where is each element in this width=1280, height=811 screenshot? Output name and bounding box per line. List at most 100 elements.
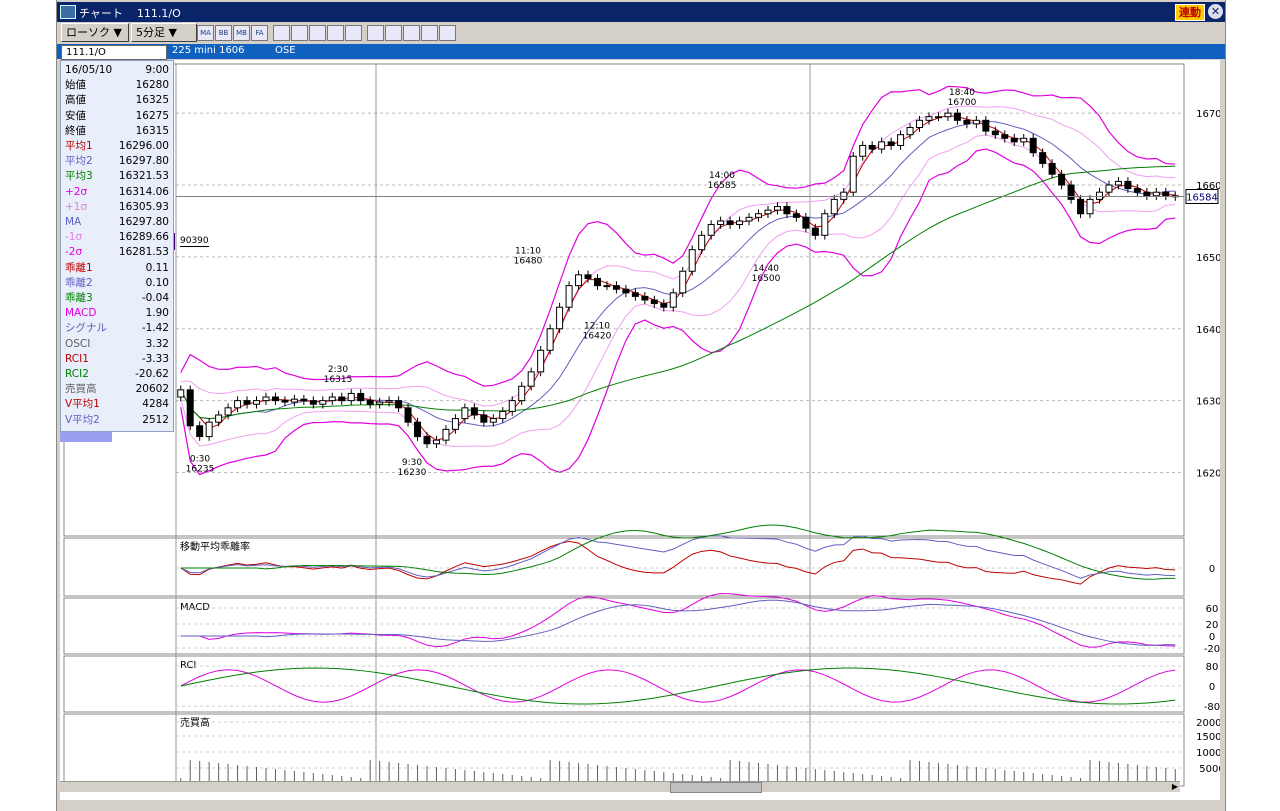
candle-body <box>328 396 336 402</box>
candle-body <box>205 421 213 438</box>
candle-body <box>1020 137 1028 143</box>
data-info-panel: 16/05/10 9:00 始値 16280 高値 16325 安値 16275 終値 16315… <box>60 60 174 432</box>
candle-body <box>1095 191 1103 200</box>
bollinger-bands <box>180 85 1176 476</box>
pen-icon[interactable] <box>367 25 384 41</box>
link-button[interactable]: 連動 <box>1175 4 1205 21</box>
annotation-value: 16480 <box>514 256 543 266</box>
candle-body <box>177 389 185 398</box>
macd-line <box>180 592 1176 648</box>
info-key: 平均3 <box>65 170 93 183</box>
info-row: 平均2 16297.80 <box>65 154 169 169</box>
info-row: -2σ 16281.53 <box>65 245 169 260</box>
ma-icon[interactable]: MA <box>197 25 214 41</box>
macd-tick-label: 20 <box>1206 620 1219 631</box>
symbol-input[interactable]: 111.1/O <box>61 45 167 60</box>
info-row: 乖離2 0.10 <box>65 276 169 291</box>
delete-icon[interactable] <box>439 25 456 41</box>
mb-icon[interactable]: MB <box>233 25 250 41</box>
candle-body <box>1124 180 1132 190</box>
candle-body <box>1162 191 1170 197</box>
info-value: 1.90 <box>145 307 169 320</box>
info-row: シグナル -1.42 <box>65 321 169 336</box>
candle-body <box>470 407 478 416</box>
annotation-value: 16700 <box>948 98 977 108</box>
horizontal-scrollbar[interactable]: ▶ <box>60 781 1180 793</box>
scrollbar-thumb[interactable] <box>670 782 762 793</box>
rci-tick-label: 0 <box>1209 682 1215 693</box>
info-row: 乖離1 0.11 <box>65 261 169 276</box>
current-price-box: 16584 <box>176 189 1219 204</box>
price-tick-label: 16200 <box>1196 469 1220 480</box>
candle-body <box>963 119 971 125</box>
candle-body <box>622 288 630 294</box>
annotation-time: 9:30 <box>402 458 422 468</box>
close-icon[interactable]: ✕ <box>1208 4 1223 19</box>
title-bar: チャート 111.1/O 連動 ✕ <box>57 2 1225 22</box>
exchange-label: OSE <box>275 45 296 56</box>
magnify-icon[interactable] <box>327 25 344 41</box>
candle-body <box>1077 198 1085 215</box>
scroll-right-icon[interactable]: ▶ <box>1171 782 1178 791</box>
moving-average-2 <box>180 120 1176 427</box>
signal-line <box>180 599 1176 646</box>
candle-body <box>537 349 545 373</box>
price-tick-label: 16400 <box>1196 325 1220 336</box>
candle-body <box>508 400 516 412</box>
current-price-frame <box>1185 189 1219 204</box>
chart-type-dropdown[interactable]: ローソク ▼ <box>61 23 129 42</box>
wave-icon[interactable] <box>291 25 308 41</box>
zoom-icon[interactable] <box>309 25 326 41</box>
chart-area[interactable]: 0:30162352:30163159:301623011:101648012:… <box>60 60 1220 800</box>
candle-body <box>736 220 744 226</box>
line-icon[interactable] <box>273 25 290 41</box>
candle-body <box>906 127 914 136</box>
candle-body <box>404 407 412 423</box>
cursor-icon[interactable] <box>385 25 402 41</box>
candle-body <box>641 295 649 301</box>
candle-body <box>669 292 677 308</box>
eraser-icon[interactable] <box>403 25 420 41</box>
price-tick-label: 16700 <box>1196 109 1220 120</box>
chart-app-icon <box>60 5 76 19</box>
candle-body <box>1143 191 1151 197</box>
info-key: OSCI <box>65 337 91 350</box>
candle-body <box>821 213 829 236</box>
fa-icon[interactable]: FA <box>251 25 268 41</box>
volume-tick-label: 10000 <box>1196 748 1220 759</box>
candle-body <box>887 141 895 146</box>
info-value: 16305.93 <box>118 200 169 213</box>
candle-body <box>423 436 431 445</box>
candle-body <box>442 428 450 441</box>
candle-body <box>707 224 715 236</box>
candle-body <box>565 285 573 308</box>
bb-icon[interactable]: BB <box>215 25 232 41</box>
annotation-time: 14:40 <box>753 264 779 274</box>
candle-body <box>376 401 384 405</box>
info-key: -2σ <box>65 246 83 259</box>
rci-tick-label: 80 <box>1206 662 1219 673</box>
candle-body <box>1029 137 1037 154</box>
info-row: 平均1 16296.00 <box>65 139 169 154</box>
candle-body <box>347 392 355 402</box>
candle-body <box>432 439 440 445</box>
candle-body <box>612 285 620 290</box>
candle-body <box>215 414 223 423</box>
interval-dropdown[interactable]: 5分足 ▼ <box>131 23 197 42</box>
info-value: -1.42 <box>141 322 169 335</box>
candle-body <box>300 398 308 402</box>
symbol-description: 225 mini 1606 <box>172 45 245 56</box>
candle-body <box>366 400 374 405</box>
candle-body <box>1039 152 1047 164</box>
annotation-value: 16500 <box>752 274 781 284</box>
candle-body <box>309 400 317 405</box>
grid-icon[interactable] <box>345 25 362 41</box>
settings-icon[interactable] <box>421 25 438 41</box>
candle-body <box>1086 198 1094 215</box>
candle-body <box>698 234 706 251</box>
info-value: 0.10 <box>145 276 169 289</box>
candle-body <box>584 274 592 279</box>
annotation-value: 16585 <box>708 181 737 191</box>
info-row: V平均2 2512 <box>65 413 169 428</box>
info-row: RCI1 -3.33 <box>65 352 169 367</box>
